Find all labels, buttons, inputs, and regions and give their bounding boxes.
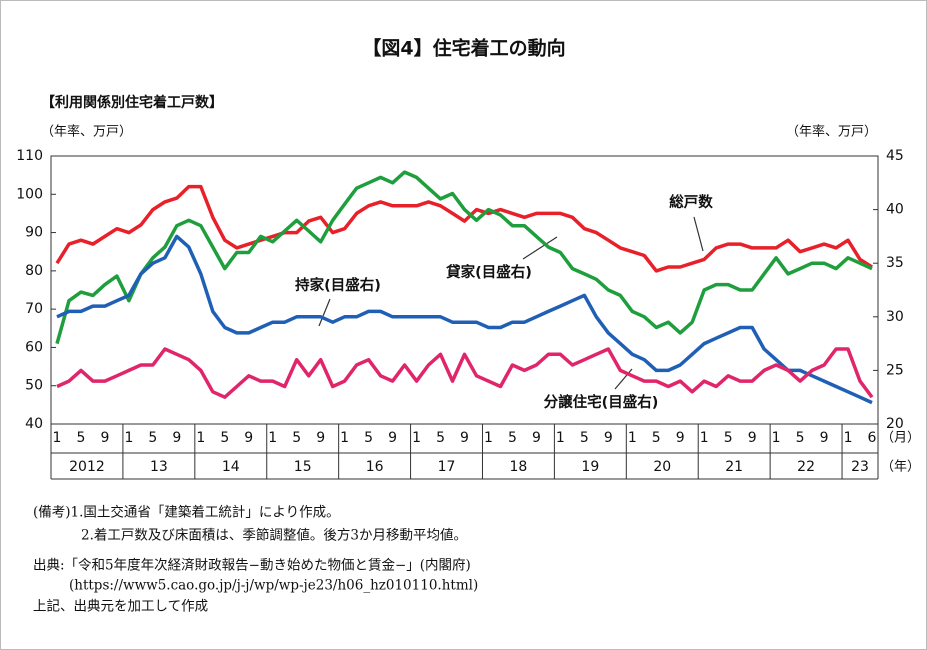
x-tick-label: 5 — [292, 430, 301, 446]
x-tick-label: 5 — [148, 430, 157, 446]
note: 2.着工戸数及び床面積は、季節調整値。後方3か月移動平均値。 — [81, 527, 467, 544]
year-label: 13 — [150, 459, 168, 475]
x-tick-label: 5 — [364, 430, 373, 446]
y2-tick-label: 40 — [886, 202, 904, 218]
x-tick-label: 1 — [484, 430, 493, 446]
x-tick-label: 5 — [220, 430, 229, 446]
x-tick-label: 5 — [436, 430, 445, 446]
year-label: 23 — [851, 459, 869, 475]
y2-tick-label: 20 — [886, 416, 904, 432]
x-tick-label: 9 — [388, 430, 397, 446]
x-tick-label: 1 — [556, 430, 565, 446]
source: 出典:「令和5年度年次経済財政報告−動き始めた物価と賃金−」(内閣府) — [33, 558, 471, 574]
y-tick-label: 70 — [25, 301, 43, 317]
y2-tick-label: 25 — [886, 362, 904, 378]
year-label: 22 — [797, 459, 815, 475]
x-tick-label: 5 — [796, 430, 805, 446]
x-tick-label: 1 — [268, 430, 277, 446]
y-axis-label: （年率、万戸） — [41, 124, 132, 140]
x-tick-label: 5 — [724, 430, 733, 446]
x-tick-label: 9 — [172, 430, 181, 446]
x-tick-label: 5 — [77, 430, 86, 446]
x-tick-label: 9 — [316, 430, 325, 446]
x-tick-label: 9 — [460, 430, 469, 446]
x-tick-label: 1 — [772, 430, 781, 446]
note: (備考)1.国土交通省「建築着工統計」により作成。 — [33, 504, 340, 521]
series-line — [56, 234, 873, 405]
x-tick-label: 5 — [508, 430, 517, 446]
x-tick-label: 5 — [652, 430, 661, 446]
x-tick-label: 9 — [604, 430, 613, 446]
y2-tick-label: 45 — [886, 148, 904, 164]
x-unit: （月） — [881, 431, 920, 446]
chart-title: 【図4】住宅着工の動向 — [362, 37, 565, 60]
y-tick-label: 40 — [25, 416, 43, 432]
y2-tick-label: 35 — [886, 255, 904, 271]
y-tick-label: 100 — [16, 186, 43, 202]
series-label: 総戸数 — [669, 193, 713, 211]
y-tick-label: 90 — [25, 225, 43, 241]
arrow — [614, 368, 633, 390]
x-tick-label: 9 — [532, 430, 541, 446]
series-line — [56, 347, 874, 399]
y-tick-label: 60 — [25, 339, 43, 355]
year-label: 15 — [294, 459, 312, 475]
arrow — [522, 236, 558, 260]
x-tick-label: 1 — [53, 430, 62, 446]
year-label: 2012 — [69, 459, 105, 475]
x-tick-label: 1 — [340, 430, 349, 446]
series-label: 持家(目盛右) — [295, 276, 381, 294]
arrows — [318, 216, 704, 390]
year-label: 16 — [366, 459, 384, 475]
x-tick-label: 9 — [748, 430, 757, 446]
x-tick-label: 9 — [676, 430, 685, 446]
x-tick-label: 1 — [412, 430, 421, 446]
x-tick-label: 6 — [868, 430, 877, 446]
source: (https://www5.cao.go.jp/j-j/wp/wp-je23/h… — [69, 578, 478, 594]
x-tick-label: 1 — [196, 430, 205, 446]
x-tick-label: 9 — [244, 430, 253, 446]
y-tick-label: 110 — [16, 148, 43, 164]
y-tick-label: 80 — [25, 263, 43, 279]
x-tick-label: 5 — [580, 430, 589, 446]
series-label: 貸家(目盛右) — [446, 263, 532, 281]
x-tick-label: 1 — [844, 430, 853, 446]
year-label: 20 — [653, 459, 671, 475]
series-line — [55, 184, 873, 273]
year-label: 19 — [581, 459, 599, 475]
subtitle: 【利用関係別住宅着工戸数】 — [41, 94, 223, 111]
y-tick-label: 50 — [25, 378, 43, 394]
x-tick-label: 1 — [700, 430, 709, 446]
series-label: 分譲住宅(目盛右) — [544, 393, 659, 411]
source: 上記、出典元を加工して作成 — [33, 598, 208, 615]
year-label: 18 — [510, 459, 528, 475]
year-label: 17 — [438, 459, 456, 475]
x-tick-label: 9 — [100, 430, 109, 446]
plot-frame — [50, 155, 879, 425]
arrow — [318, 298, 331, 327]
arrow — [693, 216, 704, 252]
year-unit: （年） — [881, 460, 920, 475]
x-tick-label: 1 — [124, 430, 133, 446]
x-tick-label: 9 — [820, 430, 829, 446]
year-label: 21 — [725, 459, 743, 475]
series-line — [55, 170, 873, 345]
x-tick-label: 1 — [628, 430, 637, 446]
y2-axis-label: （年率、万戸） — [786, 124, 877, 140]
year-label: 14 — [222, 459, 240, 475]
y2-tick-label: 30 — [886, 309, 904, 325]
